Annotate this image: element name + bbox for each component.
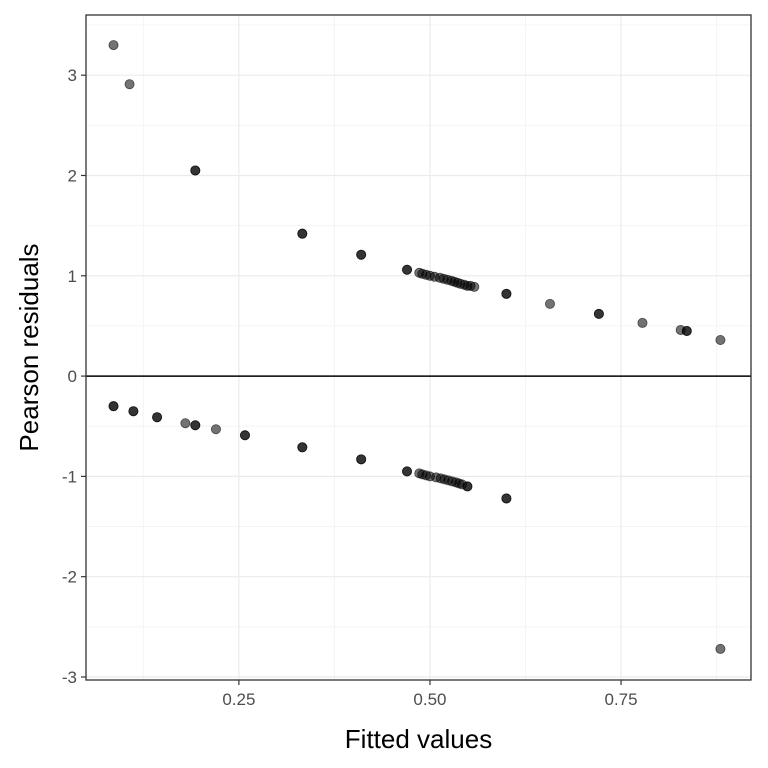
- data-point: [124, 79, 135, 90]
- data-point: [356, 454, 367, 465]
- x-axis-title: Fitted values: [345, 724, 492, 754]
- y-tick-label: 3: [68, 66, 77, 85]
- y-axis-title: Pearson residuals: [14, 243, 44, 451]
- data-point: [715, 643, 726, 654]
- panel-border: [85, 14, 752, 681]
- data-point: [190, 420, 201, 431]
- data-point: [239, 430, 250, 441]
- y-tick-label: 2: [68, 166, 77, 185]
- x-tick-label: 0.50: [413, 690, 446, 709]
- y-tick-label: -2: [62, 568, 77, 587]
- data-point: [462, 481, 473, 492]
- data-point: [190, 165, 201, 176]
- data-point: [128, 406, 139, 417]
- data-point: [297, 442, 308, 453]
- data-point: [180, 418, 191, 429]
- y-tick-label: -3: [62, 668, 77, 687]
- y-tick-label: 1: [68, 267, 77, 286]
- data-point: [501, 288, 512, 299]
- x-tick-label: 0.25: [222, 690, 255, 709]
- data-point: [544, 298, 555, 309]
- data-point: [501, 493, 512, 504]
- data-point: [681, 325, 692, 336]
- data-point: [402, 466, 413, 477]
- x-axis-ticks: 0.25 0.50 0.75: [222, 680, 638, 709]
- y-tick-label: 0: [68, 367, 77, 386]
- data-point: [210, 424, 221, 435]
- x-tick-label: 0.75: [605, 690, 638, 709]
- data-point: [715, 334, 726, 345]
- data-point: [356, 249, 367, 260]
- data-points: [108, 40, 726, 654]
- data-point: [108, 40, 119, 51]
- data-point: [637, 317, 648, 328]
- data-point: [469, 281, 480, 292]
- y-tick-label: -1: [62, 467, 77, 486]
- data-point: [402, 264, 413, 275]
- data-point: [152, 412, 163, 423]
- data-point: [593, 308, 604, 319]
- y-axis-ticks: -3 -2 -1 0 1 2 3: [62, 66, 86, 687]
- data-point: [297, 228, 308, 239]
- data-point: [108, 401, 119, 412]
